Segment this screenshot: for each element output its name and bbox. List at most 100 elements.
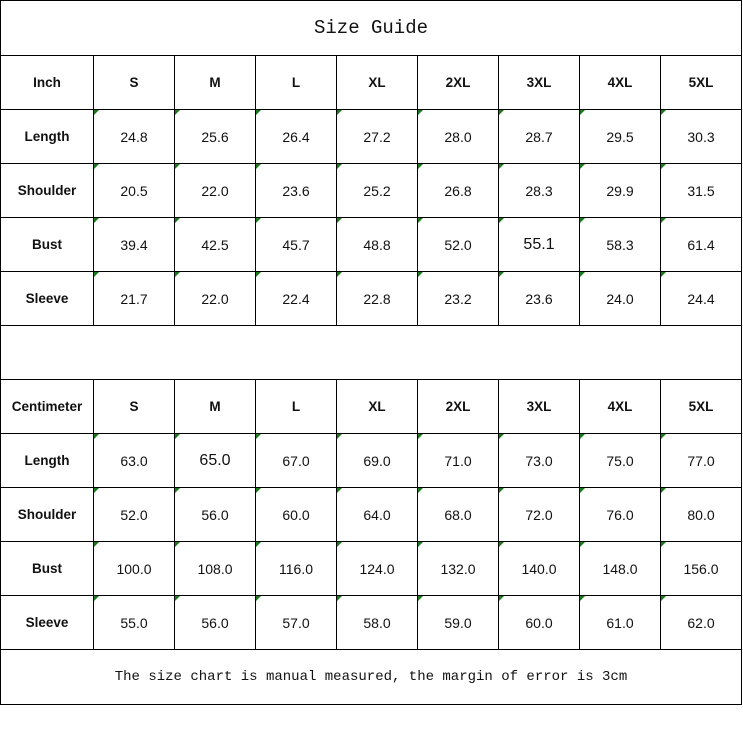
measurement-value: 28.0 bbox=[417, 109, 499, 164]
measurement-value: 71.0 bbox=[417, 433, 499, 488]
measurement-value: 63.0 bbox=[93, 433, 175, 488]
measurement-value: 76.0 bbox=[579, 487, 661, 542]
measurement-value: 52.0 bbox=[417, 217, 499, 272]
measurement-value: 48.8 bbox=[336, 217, 418, 272]
measurement-value: 23.6 bbox=[498, 271, 580, 326]
spacer-row bbox=[0, 325, 742, 380]
measurement-value: 22.0 bbox=[174, 271, 256, 326]
size-header: 4XL bbox=[579, 379, 661, 434]
measurement-value: 124.0 bbox=[336, 541, 418, 596]
measurement-value: 80.0 bbox=[660, 487, 742, 542]
size-header: L bbox=[255, 379, 337, 434]
measurement-value: 65.0 bbox=[174, 433, 256, 488]
unit-header: Inch bbox=[0, 55, 94, 110]
measurement-label: Shoulder bbox=[0, 487, 94, 542]
measurement-value: 140.0 bbox=[498, 541, 580, 596]
measurement-label: Shoulder bbox=[0, 163, 94, 218]
measurement-value: 68.0 bbox=[417, 487, 499, 542]
header-row: Centimeter S M L XL 2XL 3XL 4XL 5XL bbox=[0, 379, 742, 434]
measurement-value: 21.7 bbox=[93, 271, 175, 326]
measurement-label: Bust bbox=[0, 541, 94, 596]
measurement-value: 29.9 bbox=[579, 163, 661, 218]
size-guide-table: Size Guide Inch S M L XL 2XL 3XL 4XL 5XL Length 24… bbox=[0, 0, 742, 705]
measurement-value: 28.7 bbox=[498, 109, 580, 164]
measurement-value: 67.0 bbox=[255, 433, 337, 488]
header-row: Inch S M L XL 2XL 3XL 4XL 5XL bbox=[0, 55, 742, 110]
size-header: 5XL bbox=[660, 379, 742, 434]
measurement-value: 22.8 bbox=[336, 271, 418, 326]
table-row: Bust 100.0 108.0 116.0 124.0 132.0 140.0 148.0 1… bbox=[0, 541, 742, 596]
measurement-value: 58.0 bbox=[336, 595, 418, 650]
note-row: The size chart is manual measured, the m… bbox=[0, 649, 742, 705]
table-row: Sleeve 55.0 56.0 57.0 58.0 59.0 60.0 61.0 62.0 bbox=[0, 595, 742, 650]
measurement-value: 56.0 bbox=[174, 487, 256, 542]
measurement-value: 108.0 bbox=[174, 541, 256, 596]
measurement-value: 60.0 bbox=[498, 595, 580, 650]
measurement-value: 25.6 bbox=[174, 109, 256, 164]
measurement-label: Sleeve bbox=[0, 595, 94, 650]
measurement-value: 27.2 bbox=[336, 109, 418, 164]
table-row: Shoulder 52.0 56.0 60.0 64.0 68.0 72.0 76.0 80.0 bbox=[0, 487, 742, 542]
measurement-value: 75.0 bbox=[579, 433, 661, 488]
measurement-value: 29.5 bbox=[579, 109, 661, 164]
measurement-value: 20.5 bbox=[93, 163, 175, 218]
measurement-value: 26.8 bbox=[417, 163, 499, 218]
measurement-value: 30.3 bbox=[660, 109, 742, 164]
measurement-value: 73.0 bbox=[498, 433, 580, 488]
measurement-value: 69.0 bbox=[336, 433, 418, 488]
size-header: S bbox=[93, 55, 175, 110]
size-header: M bbox=[174, 55, 256, 110]
size-header: 4XL bbox=[579, 55, 661, 110]
measurement-value: 39.4 bbox=[93, 217, 175, 272]
measurement-value: 64.0 bbox=[336, 487, 418, 542]
measurement-value: 55.0 bbox=[93, 595, 175, 650]
measurement-value: 23.6 bbox=[255, 163, 337, 218]
measurement-value: 132.0 bbox=[417, 541, 499, 596]
measurement-value: 56.0 bbox=[174, 595, 256, 650]
measurement-value: 72.0 bbox=[498, 487, 580, 542]
size-header: S bbox=[93, 379, 175, 434]
table-row: Length 63.0 65.0 67.0 69.0 71.0 73.0 75.0 77.0 bbox=[0, 433, 742, 488]
table-row: Length 24.8 25.6 26.4 27.2 28.0 28.7 29.5 30.3 bbox=[0, 109, 742, 164]
measurement-value: 148.0 bbox=[579, 541, 661, 596]
size-header: L bbox=[255, 55, 337, 110]
measurement-value: 45.7 bbox=[255, 217, 337, 272]
measurement-value: 31.5 bbox=[660, 163, 742, 218]
blank-cell bbox=[0, 325, 742, 380]
size-header: XL bbox=[336, 55, 418, 110]
measurement-value: 55.1 bbox=[498, 217, 580, 272]
measurement-value: 25.2 bbox=[336, 163, 418, 218]
measurement-label: Length bbox=[0, 109, 94, 164]
measurement-label: Sleeve bbox=[0, 271, 94, 326]
size-header: M bbox=[174, 379, 256, 434]
measurement-value: 116.0 bbox=[255, 541, 337, 596]
table-row: Shoulder 20.5 22.0 23.6 25.2 26.8 28.3 29.9 31.5 bbox=[0, 163, 742, 218]
size-header: 2XL bbox=[417, 55, 499, 110]
size-header: 2XL bbox=[417, 379, 499, 434]
table-row: Sleeve 21.7 22.0 22.4 22.8 23.2 23.6 24.0 24.4 bbox=[0, 271, 742, 326]
measurement-value: 22.0 bbox=[174, 163, 256, 218]
measurement-value: 26.4 bbox=[255, 109, 337, 164]
measurement-value: 24.4 bbox=[660, 271, 742, 326]
measurement-value: 22.4 bbox=[255, 271, 337, 326]
measurement-value: 61.4 bbox=[660, 217, 742, 272]
measurement-value: 61.0 bbox=[579, 595, 661, 650]
measurement-value: 77.0 bbox=[660, 433, 742, 488]
table-row: Bust 39.4 42.5 45.7 48.8 52.0 55.1 58.3 61.4 bbox=[0, 217, 742, 272]
measurement-value: 23.2 bbox=[417, 271, 499, 326]
measurement-value: 156.0 bbox=[660, 541, 742, 596]
measurement-note: The size chart is manual measured, the m… bbox=[0, 649, 742, 705]
measurement-value: 58.3 bbox=[579, 217, 661, 272]
size-guide-title: Size Guide bbox=[0, 0, 742, 56]
measurement-value: 24.8 bbox=[93, 109, 175, 164]
measurement-label: Bust bbox=[0, 217, 94, 272]
size-header: 3XL bbox=[498, 379, 580, 434]
measurement-label: Length bbox=[0, 433, 94, 488]
measurement-value: 24.0 bbox=[579, 271, 661, 326]
measurement-value: 28.3 bbox=[498, 163, 580, 218]
size-header: XL bbox=[336, 379, 418, 434]
measurement-value: 42.5 bbox=[174, 217, 256, 272]
measurement-value: 52.0 bbox=[93, 487, 175, 542]
measurement-value: 59.0 bbox=[417, 595, 499, 650]
size-header: 5XL bbox=[660, 55, 742, 110]
